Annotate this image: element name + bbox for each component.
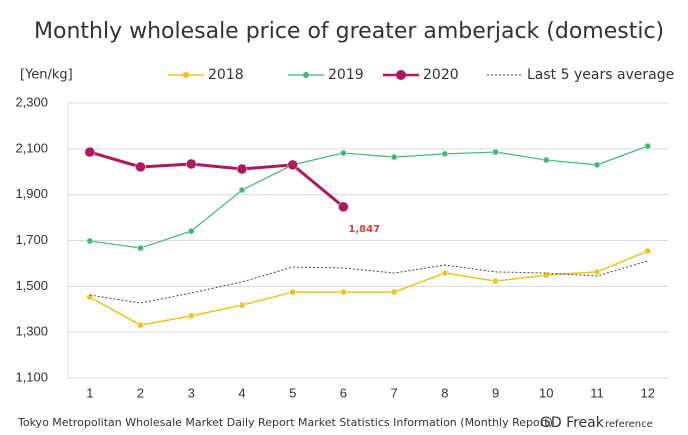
x-tick-label: 6 [340, 385, 347, 400]
series-line [89, 260, 648, 304]
x-tick-label: 7 [391, 385, 398, 400]
x-tick-label: 12 [640, 385, 654, 400]
point [137, 244, 144, 252]
point [86, 293, 94, 301]
x-tick-label: 3 [188, 385, 195, 400]
x-tick-label: 2 [137, 385, 144, 400]
point [86, 237, 94, 245]
point [390, 288, 398, 296]
point [593, 161, 601, 169]
series-line [89, 145, 648, 249]
point [185, 158, 197, 170]
point [593, 268, 601, 276]
point [340, 149, 347, 157]
x-tick-label: 1 [86, 385, 93, 400]
legend-marker [303, 72, 309, 78]
series-line [89, 250, 648, 326]
x-tick-label: 9 [492, 385, 499, 400]
legend-label: 2018 [208, 67, 244, 83]
y-tick-label: 2,100 [15, 140, 48, 155]
x-tick-label: 11 [590, 385, 604, 400]
y-tick-label: 1,500 [15, 278, 48, 293]
x-tick-label: 10 [539, 385, 553, 400]
point [135, 161, 146, 173]
source: Tokyo Metropolitan Wholesale Market Dail… [17, 416, 553, 429]
y-axis-label: [Yen/kg] [20, 68, 73, 83]
point [390, 153, 398, 161]
point [236, 163, 248, 175]
point [441, 269, 449, 277]
y-tick-label: 1,300 [15, 324, 48, 339]
chart-title: Monthly wholesale price of greater amber… [34, 19, 664, 44]
legend-label: Last 5 years average [527, 67, 674, 83]
value-label: 1,847 [348, 224, 380, 235]
point [644, 247, 651, 255]
y-tick-label: 2,300 [15, 94, 48, 109]
point [187, 227, 195, 235]
point [238, 301, 246, 309]
y-tick-label: 1,100 [15, 369, 48, 384]
point [187, 312, 195, 320]
point [238, 186, 246, 194]
point [84, 146, 96, 158]
point [137, 321, 144, 329]
brand-note: reference [605, 419, 653, 430]
y-tick-label: 1,900 [15, 186, 48, 201]
legend-marker [183, 72, 189, 78]
point [338, 201, 349, 213]
point [441, 150, 449, 158]
x-tick-label: 5 [289, 385, 296, 400]
y-tick-label: 1,700 [15, 232, 48, 247]
point [644, 142, 651, 150]
legend-label: 2019 [328, 67, 364, 83]
series-line [89, 150, 345, 208]
legend-label: 2020 [423, 67, 459, 83]
point [543, 156, 550, 164]
point [492, 277, 499, 285]
x-tick-label: 8 [441, 385, 448, 400]
brand: GD Freak [540, 415, 605, 431]
point [340, 288, 347, 296]
legend-marker [396, 70, 406, 80]
point [287, 159, 298, 171]
point [289, 288, 296, 296]
point [492, 148, 499, 156]
x-tick-label: 4 [238, 385, 245, 400]
